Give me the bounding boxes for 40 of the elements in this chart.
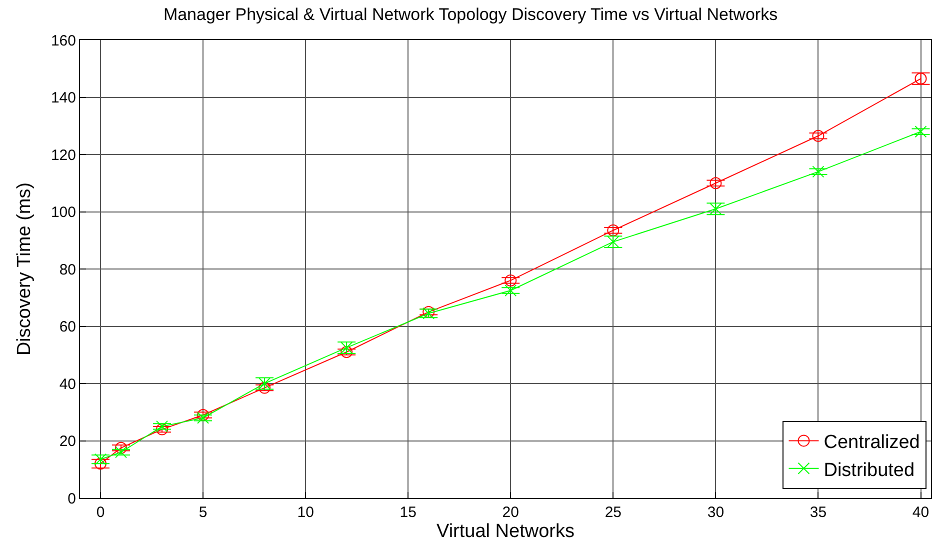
- y-tick-label: 40: [59, 376, 76, 393]
- legend-label: Distributed: [824, 460, 915, 481]
- x-tick-label: 5: [198, 504, 208, 521]
- point: [258, 382, 271, 394]
- y-tick-label: 120: [50, 146, 76, 164]
- chart-title: Manager Physical & Virtual Network Topology Discovery Time vs Virtual Networks: [163, 5, 778, 24]
- point: [340, 346, 353, 358]
- y-tick-label: 60: [59, 318, 76, 336]
- point: [607, 224, 620, 236]
- y-tick-label: 20: [59, 433, 76, 450]
- point: [156, 423, 168, 436]
- y-axis-title: Discovery Time (ms): [14, 182, 35, 356]
- y-tick-label: 160: [50, 32, 76, 50]
- point: [115, 446, 128, 458]
- point: [197, 412, 210, 424]
- point: [156, 420, 168, 432]
- x-tick-label: 30: [707, 504, 724, 521]
- x-tick-label: 25: [604, 504, 622, 521]
- x-tick-label: 20: [502, 504, 519, 521]
- point: [94, 458, 107, 470]
- x-axis-title: Virtual Networks: [436, 521, 574, 542]
- x-tick-label: 10: [297, 504, 314, 521]
- point: [710, 177, 722, 190]
- point: [812, 130, 824, 142]
- x-tick-label: 0: [96, 504, 105, 521]
- point: [115, 442, 128, 454]
- point: [94, 453, 107, 466]
- point: [504, 284, 517, 296]
- point: [504, 274, 517, 286]
- point: [197, 408, 210, 421]
- legend-label: Centralized: [824, 432, 920, 454]
- y-tick-label: 100: [50, 204, 76, 221]
- y-tick-label: 140: [50, 90, 76, 106]
- point: [914, 126, 927, 138]
- x-tick-label: 35: [810, 504, 827, 521]
- y-tick-label: 80: [59, 261, 76, 278]
- y-tick-label: 0: [68, 490, 76, 508]
- x-tick-label: 40: [912, 504, 930, 521]
- x-tick-label: 15: [400, 504, 416, 521]
- point: [812, 166, 824, 178]
